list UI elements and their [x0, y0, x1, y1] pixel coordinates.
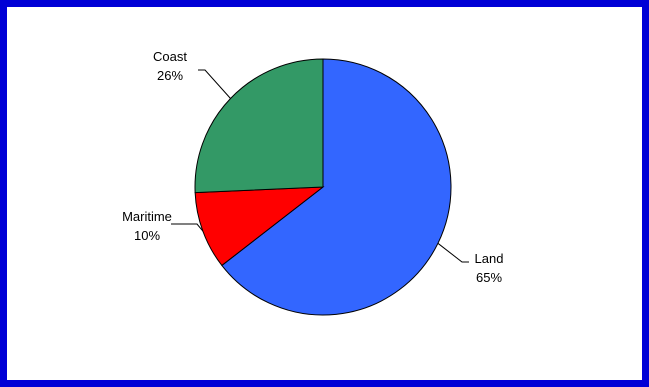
pie-slices	[194, 58, 452, 316]
pie-slice-land	[221, 58, 452, 316]
slice-labels: Land 65% Maritime 10% Coast 26%	[122, 49, 503, 285]
pie-slice-coast	[194, 58, 324, 194]
slice-label-land: Land	[475, 251, 504, 266]
pie-slice-maritime	[194, 186, 325, 267]
leader-line-maritime	[171, 223, 204, 232]
leader-lines	[171, 69, 469, 263]
slice-percent-maritime: 10%	[134, 228, 160, 243]
slice-label-maritime: Maritime	[122, 209, 172, 224]
slice-percent-land: 65%	[476, 270, 502, 285]
leader-line-land	[437, 242, 469, 263]
leader-line-coast	[198, 69, 231, 99]
slice-percent-coast: 26%	[157, 68, 183, 83]
slice-label-coast: Coast	[153, 49, 187, 64]
